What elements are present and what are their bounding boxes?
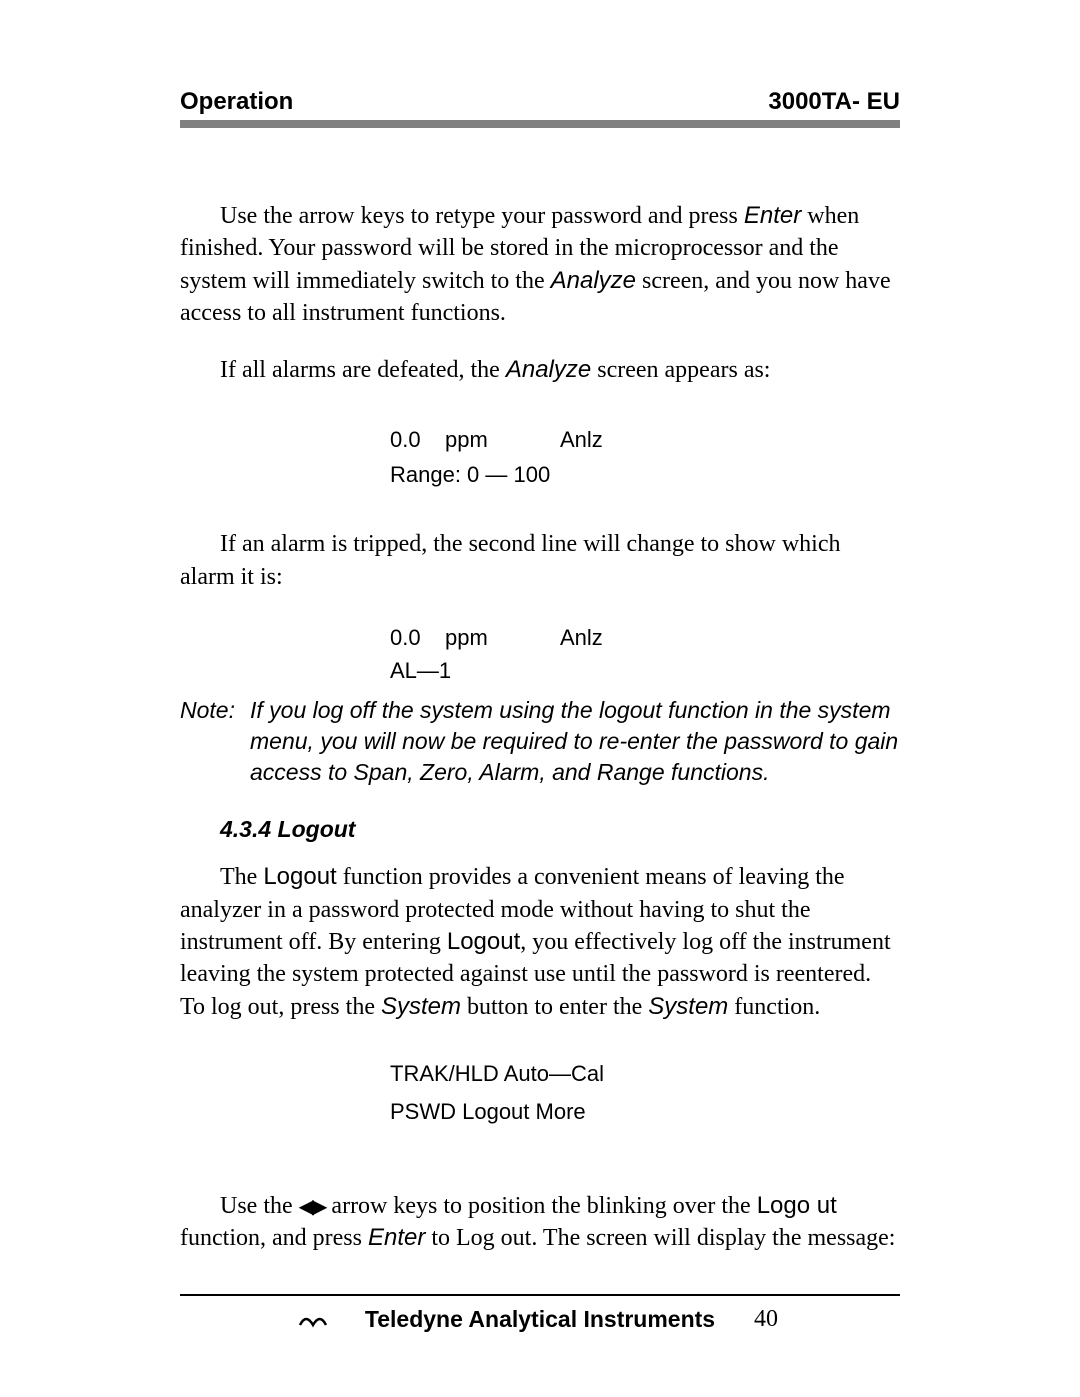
note-body: If you log off the system using the logo… (250, 695, 900, 788)
enter-key-label: Enter (744, 202, 801, 229)
paragraph-3: If an alarm is tripped, the second line … (180, 528, 900, 593)
note-block: Note: If you log off the system using th… (180, 695, 900, 788)
text: If all alarms are defeated, the (220, 357, 506, 383)
text: function, and press (180, 1225, 368, 1251)
enter-key-label: Enter (368, 1224, 425, 1251)
lcd-display-3: TRAK/HLD Auto—Cal PSWD Logout More (390, 1055, 900, 1130)
header-right: 3000TA- EU (768, 88, 900, 116)
system-function-label: System (648, 993, 728, 1020)
paragraph-5: Use the ◀▶ arrow keys to position the bl… (180, 1190, 900, 1255)
header-left: Operation (180, 88, 293, 116)
display-line: Range: 0 — 100 (390, 462, 550, 487)
analyze-screen-label: Analyze (551, 267, 636, 294)
footer-rule (180, 1294, 900, 1296)
display-line: 0.0 ppm Anlz (390, 625, 603, 650)
page-footer: Teledyne Analytical Instruments 40 (180, 1294, 900, 1333)
display-line: 0.0 ppm Anlz (390, 427, 603, 452)
text: The (220, 864, 263, 890)
text: function. (728, 994, 820, 1020)
paragraph-4: The Logout function provides a convenien… (180, 861, 900, 1023)
paragraph-1: Use the arrow keys to retype your passwo… (180, 200, 900, 330)
analyze-screen-label: Analyze (506, 356, 591, 383)
page: Operation 3000TA- EU Use the arrow keys … (0, 0, 1080, 1397)
display-line: TRAK/HLD Auto—Cal (390, 1055, 900, 1092)
section-heading-logout: 4.3.4 Logout (220, 816, 900, 843)
text: arrow keys to position the blinking over… (325, 1193, 756, 1219)
footer-company: Teledyne Analytical Instruments (365, 1306, 715, 1333)
lcd-display-1: 0.0 ppm Anlz Range: 0 — 100 (390, 422, 900, 492)
display-line: AL—1 (390, 658, 451, 683)
logout-label: Logout (447, 928, 520, 955)
teledyne-logo-icon (298, 1308, 328, 1335)
page-header: Operation 3000TA- EU (180, 88, 900, 128)
paragraph-2: If all alarms are defeated, the Analyze … (180, 354, 900, 386)
arrow-keys-icon: ◀▶ (299, 1196, 326, 1218)
text: Use the arrow keys to retype your passwo… (220, 203, 744, 229)
logout-label: Logout (263, 863, 336, 890)
logout-menu-label: Logo ut (757, 1192, 837, 1219)
text: screen appears as: (591, 357, 770, 383)
display-line: PSWD Logout More (390, 1093, 900, 1130)
system-button-label: System (381, 993, 461, 1020)
footer-row: Teledyne Analytical Instruments 40 (180, 1306, 900, 1333)
note-label: Note: (180, 695, 250, 788)
text: Use the (220, 1193, 299, 1219)
text: button to enter the (461, 994, 648, 1020)
text: to Log out. The screen will display the … (425, 1225, 895, 1251)
lcd-display-2: 0.0 ppm Anlz AL—1 (390, 621, 900, 687)
page-number: 40 (754, 1306, 778, 1333)
